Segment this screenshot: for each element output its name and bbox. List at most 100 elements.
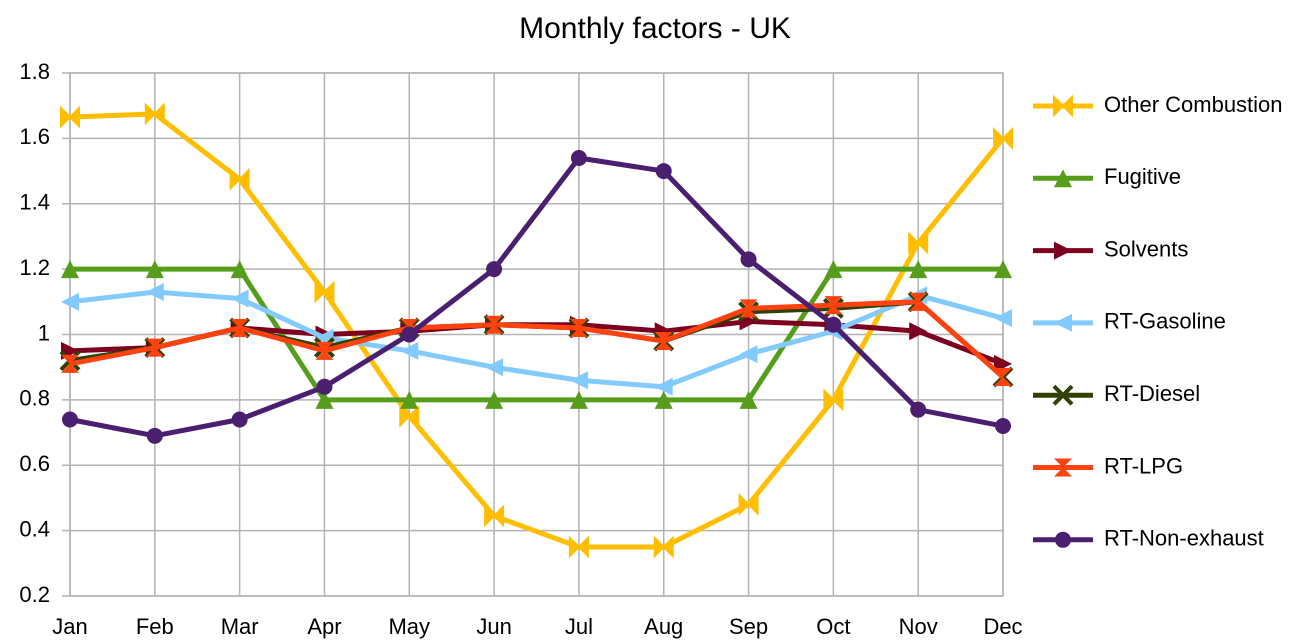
y-tick-label: 1.4 [19, 190, 50, 215]
marker [486, 261, 503, 278]
marker [738, 493, 759, 516]
marker [823, 388, 844, 412]
x-tick-label: Feb [136, 614, 174, 639]
marker [145, 260, 164, 279]
marker [145, 283, 164, 302]
series [61, 283, 1012, 396]
legend-item: RT-Gasoline [1033, 309, 1226, 334]
legend-label: RT-Diesel [1104, 381, 1200, 406]
plot-border [69, 72, 1004, 597]
marker [401, 326, 418, 343]
x-tick-label: Jul [565, 614, 593, 639]
marker [569, 318, 588, 337]
marker [569, 371, 588, 390]
chart-title: Monthly factors - UK [519, 12, 791, 45]
marker [230, 260, 249, 279]
legend-item: Fugitive [1033, 164, 1181, 189]
marker [231, 411, 248, 428]
marker [739, 299, 758, 318]
series-line [69, 299, 1005, 379]
marker [315, 390, 334, 409]
marker [569, 390, 588, 409]
marker [655, 163, 672, 180]
marker [1054, 241, 1072, 260]
marker [314, 280, 335, 304]
marker [994, 309, 1012, 328]
marker [315, 341, 334, 360]
series-line [70, 266, 1003, 403]
marker [654, 377, 673, 396]
x-tick-label: May [388, 614, 430, 639]
marker [485, 358, 504, 377]
y-tick-label: 1.6 [19, 124, 50, 149]
marker [230, 318, 249, 337]
marker [61, 292, 79, 311]
marker [1054, 169, 1072, 188]
y-tick-label: 1 [38, 320, 50, 345]
marker [144, 102, 165, 126]
marker [993, 126, 1013, 150]
series [60, 102, 1013, 559]
y-tick-label: 0.6 [19, 451, 50, 476]
marker [229, 167, 250, 191]
marker [909, 260, 928, 279]
x-tick-label: Jun [476, 614, 511, 639]
series-line [69, 155, 1004, 439]
legend-label: RT-Non-exhaust [1104, 526, 1264, 551]
marker [995, 418, 1011, 435]
marker [230, 289, 249, 308]
marker [62, 411, 78, 428]
marker [653, 535, 674, 559]
marker [909, 322, 928, 341]
legend-label: Fugitive [1104, 164, 1181, 189]
marker [994, 367, 1012, 386]
marker [908, 231, 929, 255]
marker [1055, 531, 1071, 548]
legend-item: RT-Diesel [1033, 381, 1200, 406]
marker [994, 260, 1012, 279]
marker [316, 378, 333, 395]
marker [570, 149, 587, 166]
marker [824, 260, 843, 279]
legend-label: Solvents [1104, 236, 1188, 261]
legend-label: RT-LPG [1104, 453, 1183, 478]
legend-item: RT-LPG [1033, 453, 1183, 478]
series [61, 260, 1012, 409]
x-tick-label: Nov [899, 614, 938, 639]
series-line [69, 111, 1005, 550]
y-tick-label: 0.2 [19, 582, 50, 607]
marker [61, 354, 79, 373]
marker [654, 390, 673, 409]
marker [740, 251, 757, 268]
series [62, 149, 1011, 444]
series-line [69, 289, 1004, 390]
x-tick-label: Sep [729, 614, 768, 639]
marker [739, 345, 758, 364]
marker [739, 390, 758, 409]
marker [146, 427, 163, 444]
y-tick-label: 1.2 [19, 255, 50, 280]
marker [824, 296, 843, 315]
marker [485, 315, 504, 334]
marker [1054, 313, 1072, 332]
marker [400, 341, 419, 360]
legend-label: Other Combustion [1104, 92, 1283, 117]
series-line [69, 299, 1005, 379]
marker [484, 504, 505, 528]
marker [61, 260, 79, 279]
marker [399, 404, 420, 428]
marker [654, 332, 673, 351]
x-tick-label: Dec [983, 614, 1022, 639]
x-tick-label: Mar [221, 614, 259, 639]
marker [1053, 94, 1073, 118]
x-tick-label: Apr [307, 614, 341, 639]
marker [909, 292, 928, 311]
marker [568, 535, 589, 559]
marker [910, 401, 927, 418]
x-tick-label: Oct [816, 614, 850, 639]
y-tick-label: 0.4 [19, 516, 50, 541]
y-tick-label: 1.8 [19, 59, 50, 84]
y-tick-label: 0.8 [19, 386, 50, 411]
marker [400, 390, 419, 409]
